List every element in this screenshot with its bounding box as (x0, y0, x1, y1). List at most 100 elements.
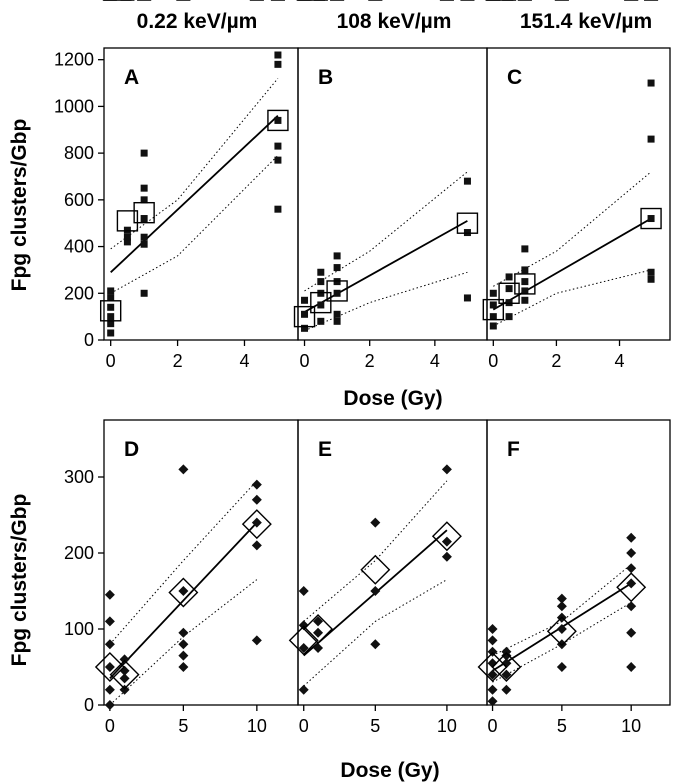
data-point (334, 311, 341, 318)
data-point (648, 215, 655, 222)
panel-c: C 0 2 4 (483, 0, 670, 371)
data-point (442, 552, 452, 562)
data-point (317, 301, 324, 308)
panel-frame (298, 420, 487, 705)
data-point (107, 304, 114, 311)
top-y-axis-label: Fpg clusters/Gbp (8, 119, 31, 292)
data-point (120, 654, 130, 664)
data-point (274, 52, 281, 59)
data-point (141, 185, 148, 192)
y-tick-label: 0 (84, 695, 94, 715)
data-point (274, 61, 281, 68)
data-point (488, 685, 498, 695)
data-point (274, 143, 281, 150)
bottom-x-axis-label: Dose (Gy) (340, 759, 439, 782)
x-tick-label: 4 (239, 351, 249, 371)
x-tick-label: 2 (365, 351, 375, 371)
data-point (105, 662, 115, 672)
data-point (521, 278, 528, 285)
data-point (178, 586, 188, 596)
data-point (105, 685, 115, 695)
data-point (301, 311, 308, 318)
x-tick-label: 10 (437, 716, 457, 736)
data-point (301, 325, 308, 332)
y-tick-label: 400 (64, 237, 94, 257)
x-tick-label: 0 (300, 351, 310, 371)
y-tick-label: 1000 (54, 96, 94, 116)
data-point (317, 318, 324, 325)
data-point (464, 178, 471, 185)
x-tick-label: 10 (621, 716, 641, 736)
data-point (141, 241, 148, 248)
data-point (178, 662, 188, 672)
data-point (317, 269, 324, 276)
panel-a: A 0 200 400 600 800 1000 1200 0 2 4 (54, 0, 298, 371)
x-tick-label: 0 (105, 716, 115, 736)
mean-marker (361, 556, 389, 584)
column-header-2: 108 keV/µm (337, 10, 452, 33)
panel-letter: A (124, 66, 139, 89)
y-tick-label: 1200 (54, 50, 94, 70)
data-point (252, 540, 262, 550)
data-point (557, 662, 567, 672)
data-point (521, 266, 528, 273)
data-point (105, 590, 115, 600)
data-point (252, 495, 262, 505)
data-point (557, 639, 567, 649)
data-point (370, 518, 380, 528)
x-tick-label: 0 (299, 716, 309, 736)
data-point (488, 635, 498, 645)
y-tick-label: 200 (64, 543, 94, 563)
column-header-3: 151.4 keV/µm (520, 10, 652, 33)
data-point (299, 685, 309, 695)
data-point (105, 616, 115, 626)
data-point (299, 586, 309, 596)
data-point (506, 285, 513, 292)
data-point (370, 586, 380, 596)
data-point (648, 80, 655, 87)
data-point (506, 313, 513, 320)
data-point (521, 245, 528, 252)
x-tick-label: 5 (370, 716, 380, 736)
data-point (107, 329, 114, 336)
data-point (178, 628, 188, 638)
x-tick-label: 4 (430, 351, 440, 371)
data-point (141, 150, 148, 157)
data-point (107, 287, 114, 294)
ci-upper-line (305, 172, 468, 291)
x-tick-label: 2 (551, 351, 561, 371)
x-tick-label: 10 (247, 716, 267, 736)
data-point (252, 635, 262, 645)
data-point (626, 533, 636, 543)
data-point (178, 639, 188, 649)
data-point (370, 639, 380, 649)
ci-lower-line (493, 270, 651, 326)
data-point (334, 252, 341, 259)
bottom-y-axis-label: Fpg clusters/Gbp (8, 494, 31, 667)
data-point (317, 278, 324, 285)
y-tick-label: 0 (84, 330, 94, 350)
data-point (334, 264, 341, 271)
data-point (120, 685, 130, 695)
data-point (626, 601, 636, 611)
x-tick-label: 2 (173, 351, 183, 371)
top-x-axis-label: Dose (Gy) (343, 387, 442, 410)
data-point (648, 136, 655, 143)
data-point (334, 290, 341, 297)
ci-upper-line (304, 481, 447, 622)
panel-letter: F (507, 438, 520, 461)
fit-line (111, 116, 278, 273)
data-point (626, 662, 636, 672)
data-point (274, 157, 281, 164)
data-point (506, 273, 513, 280)
panel-e: E 0 5 10 (290, 0, 487, 736)
data-point (124, 234, 131, 241)
data-point (490, 301, 497, 308)
data-point (442, 464, 452, 474)
data-point (442, 537, 452, 547)
y-tick-label: 200 (64, 283, 94, 303)
x-tick-label: 0 (106, 351, 116, 371)
column-header-1: 0.22 keV/µm (137, 10, 258, 33)
y-tick-label: 300 (64, 467, 94, 487)
